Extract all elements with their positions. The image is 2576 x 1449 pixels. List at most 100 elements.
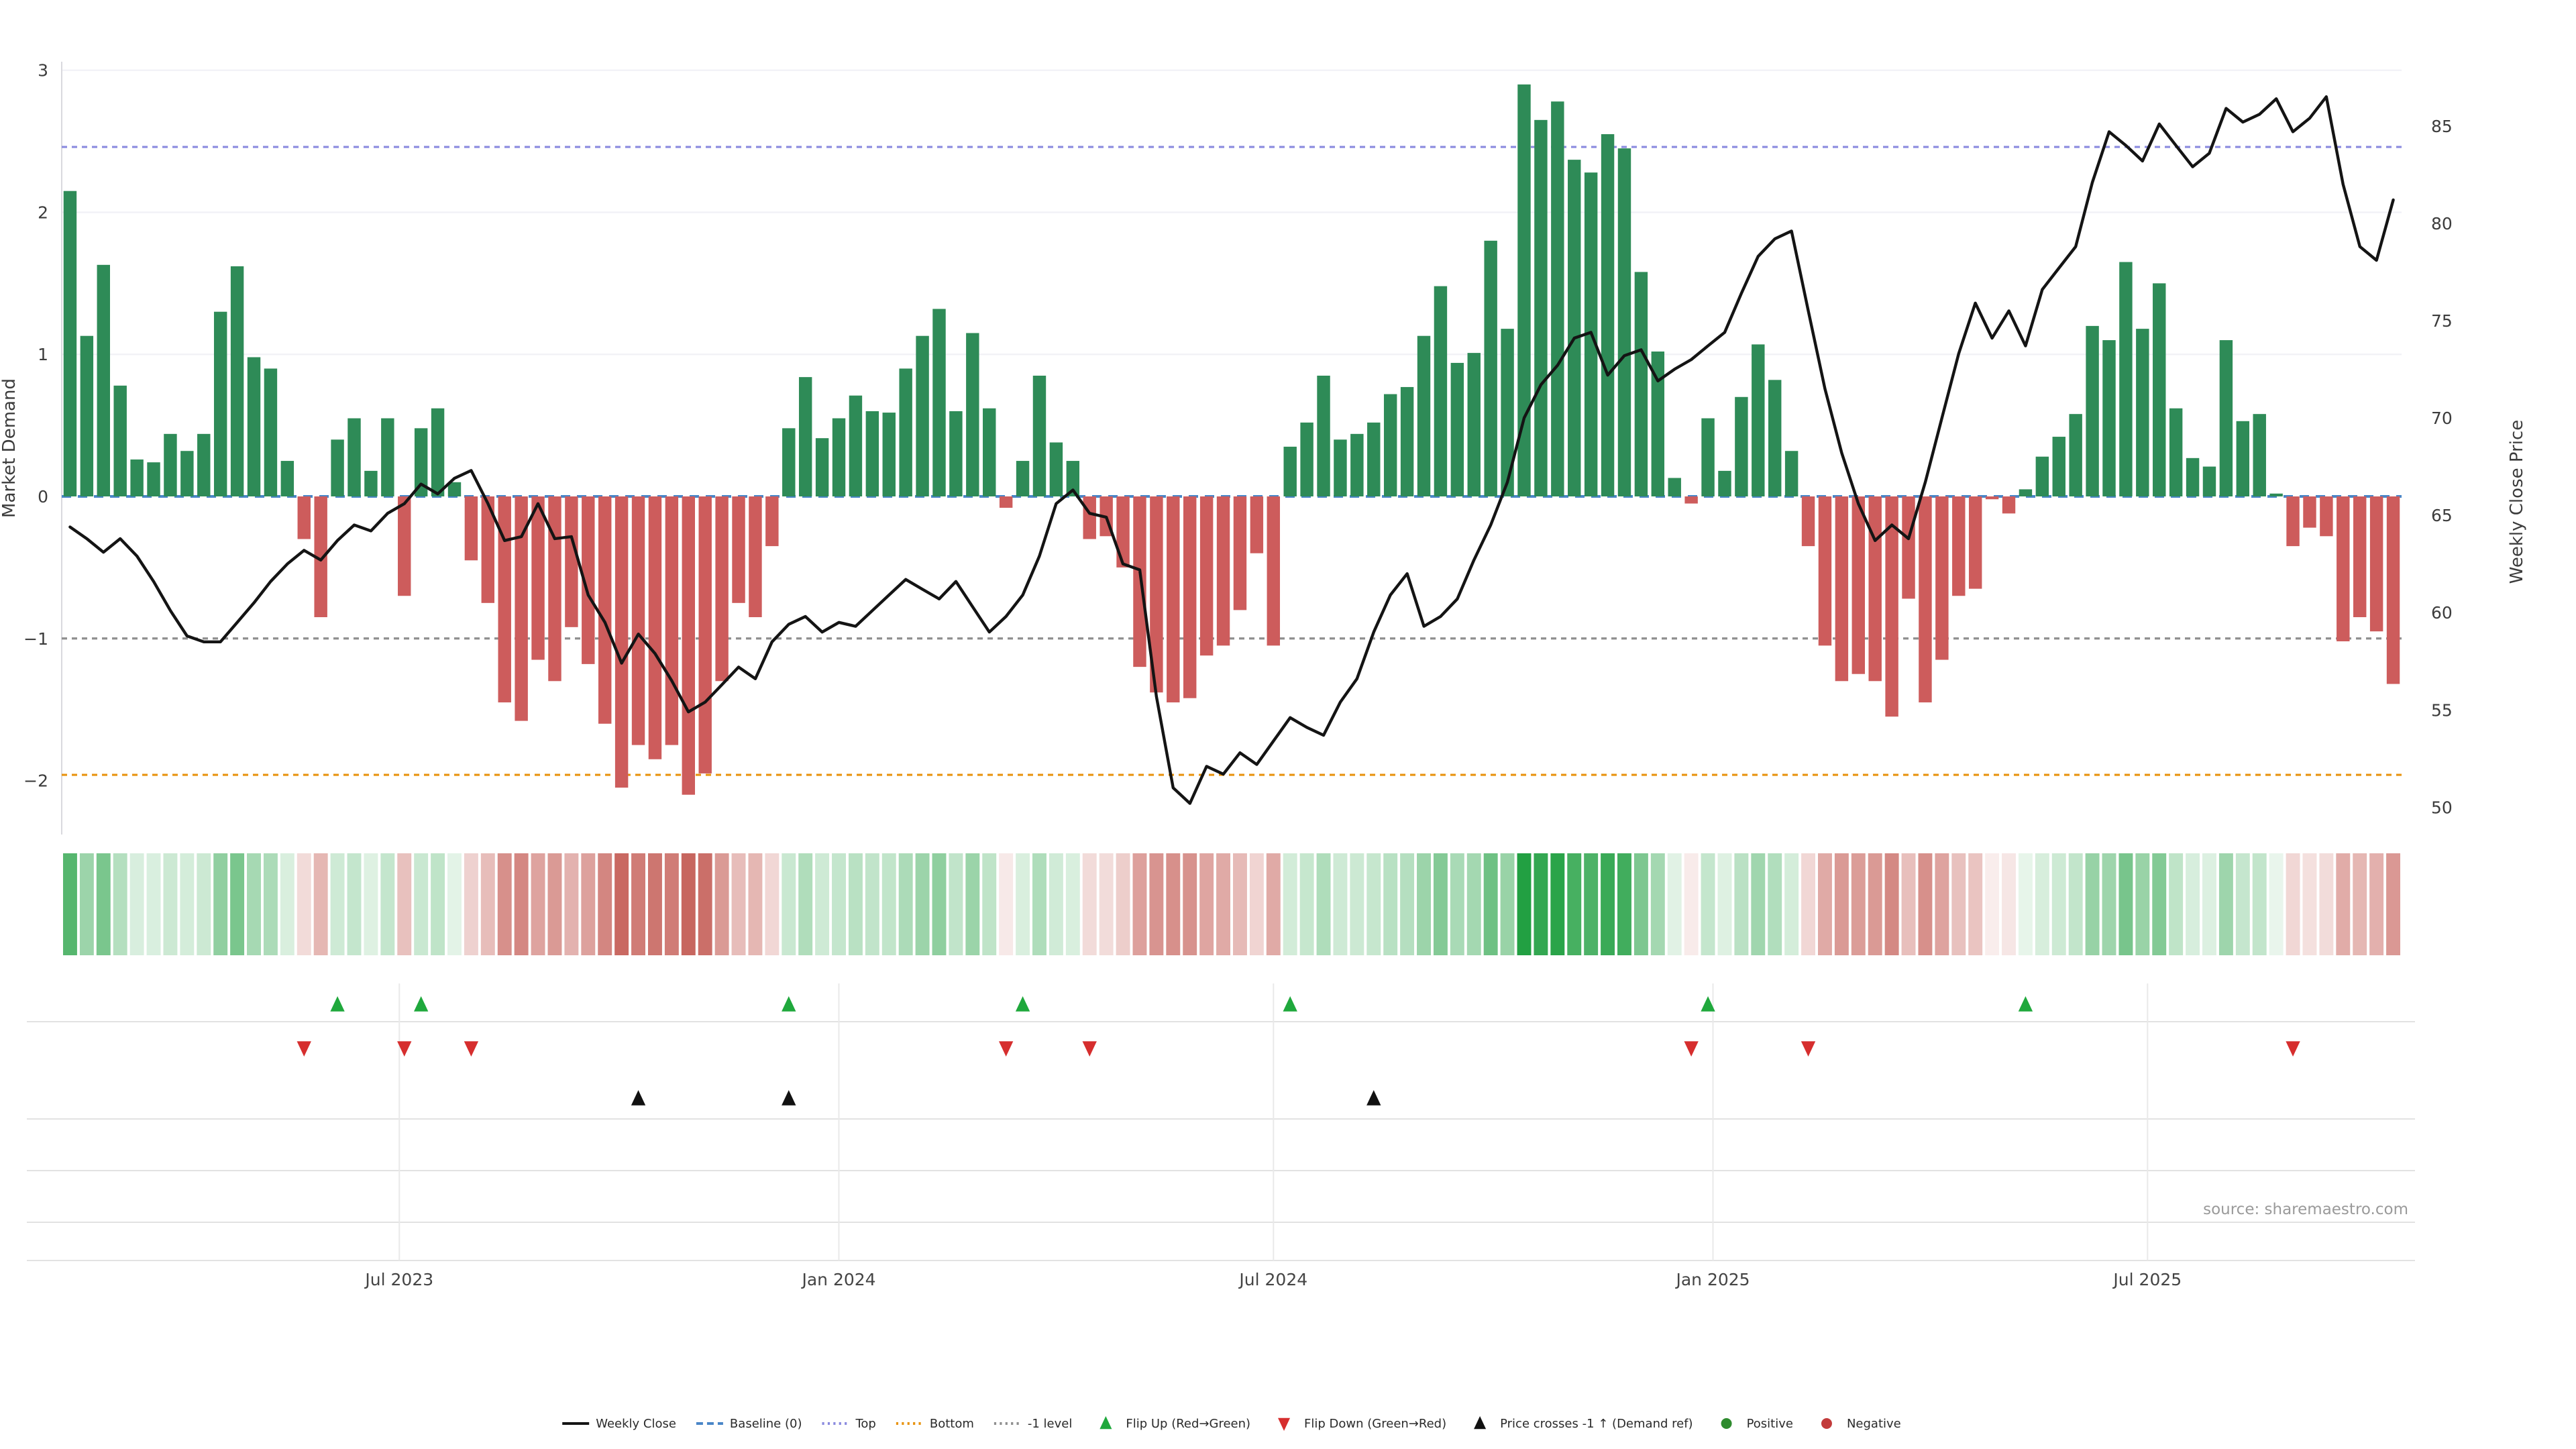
- demand-bar: [1216, 496, 1230, 646]
- demand-bar: [1417, 335, 1431, 496]
- demand-bar: [1935, 496, 1949, 660]
- heatmap-cell: [2336, 853, 2351, 955]
- demand-bar: [682, 496, 696, 795]
- left-tick-label: −1: [23, 629, 48, 649]
- heatmap-cell: [982, 853, 997, 955]
- demand-bar: [347, 418, 361, 496]
- demand-bar: [582, 496, 595, 664]
- heatmap-cell: [2218, 853, 2233, 955]
- heatmap-cell: [2118, 853, 2133, 955]
- demand-bar: [598, 496, 612, 724]
- heatmap-cell: [2269, 853, 2284, 955]
- heatmap-cell: [1417, 853, 1431, 955]
- heatmap-cell: [832, 853, 846, 955]
- heatmap-cell: [1283, 853, 1297, 955]
- heatmap-cell: [480, 853, 495, 955]
- legend-circle-glyph: [1821, 1418, 1832, 1429]
- demand-bar: [1902, 496, 1915, 599]
- demand-bar: [197, 433, 211, 496]
- heatmap-cell: [547, 853, 562, 955]
- heatmap-cell: [247, 853, 261, 955]
- right-axis-title: Weekly Close Price: [2507, 420, 2527, 584]
- heatmap-cell: [464, 853, 478, 955]
- heatmap-cell: [447, 853, 462, 955]
- demand-bar: [1551, 101, 1564, 496]
- demand-bar: [2035, 456, 2049, 496]
- flip-down-marker: [297, 1041, 311, 1057]
- heatmap-cell: [364, 853, 378, 955]
- heatmap-cell: [380, 853, 395, 955]
- heatmap-cell: [280, 853, 294, 955]
- demand-bar: [481, 496, 495, 603]
- demand-bar: [1517, 84, 1531, 497]
- demand-bar: [1199, 496, 1214, 656]
- heatmap-cell: [1784, 853, 1799, 955]
- demand-bar: [2052, 437, 2065, 496]
- flip-up-marker: [2018, 996, 2033, 1012]
- x-tick-label: Jul 2024: [1238, 1270, 1307, 1289]
- heatmap-cell: [531, 853, 545, 955]
- heatmap-cell: [1383, 853, 1398, 955]
- demand-bar: [1668, 478, 1681, 496]
- demand-bar: [1868, 496, 1882, 682]
- heatmap-cell: [1199, 853, 1214, 955]
- heatmap-cell: [1116, 853, 1130, 955]
- heatmap-cell: [1266, 853, 1281, 955]
- demand-bar: [765, 496, 779, 547]
- demand-bar: [1467, 353, 1481, 496]
- demand-bar: [1718, 470, 1731, 496]
- demand-bar: [798, 377, 812, 496]
- heatmap-cell: [1851, 853, 1866, 955]
- demand-bar: [447, 482, 462, 496]
- heatmap-cell: [1132, 853, 1147, 955]
- heatmap-cell: [898, 853, 913, 955]
- demand-bar: [414, 428, 428, 496]
- demand-bar: [1835, 496, 1849, 682]
- heatmap-cell: [1834, 853, 1849, 955]
- demand-bar: [1283, 446, 1297, 496]
- heatmap-cell: [2018, 853, 2033, 955]
- heatmap-cell: [1183, 853, 1197, 955]
- demand-bar: [1885, 496, 1898, 717]
- legend-item: Flip Up (Red→Green): [1099, 1416, 1250, 1431]
- x-tick-label: Jan 2025: [1674, 1270, 1750, 1289]
- demand-bar: [1383, 394, 1397, 496]
- heatmap-cell: [1951, 853, 1966, 955]
- demand-bar: [2019, 489, 2033, 496]
- legend-tri-up-glyph: [1474, 1416, 1487, 1430]
- legend-item-label: -1 level: [1028, 1417, 1072, 1431]
- heatmap-cell: [1918, 853, 1933, 955]
- flip-up-marker: [1701, 996, 1715, 1012]
- demand-bar: [1701, 418, 1715, 496]
- heatmap-cell: [1016, 853, 1030, 955]
- legend-item-label: Flip Up (Red→Green): [1126, 1417, 1250, 1431]
- demand-bar: [631, 496, 645, 745]
- heatmap-cell: [96, 853, 111, 955]
- heatmap-cell: [414, 853, 429, 955]
- heatmap-cell: [2051, 853, 2066, 955]
- demand-bar: [515, 496, 528, 721]
- demand-bar: [2169, 408, 2183, 496]
- legend-tri-up-glyph: [1099, 1416, 1112, 1430]
- legend-circle-glyph: [1721, 1418, 1732, 1429]
- right-tick-label: 55: [2431, 700, 2453, 720]
- heatmap-cell: [1734, 853, 1749, 955]
- demand-bar: [2269, 493, 2283, 496]
- heatmap-cell: [431, 853, 445, 955]
- price-cross-marker: [782, 1090, 796, 1106]
- heatmap-cell: [564, 853, 579, 955]
- demand-bar: [1768, 380, 1782, 496]
- heatmap-cell: [782, 853, 796, 955]
- left-tick-label: −2: [23, 771, 48, 791]
- right-tick-label: 60: [2431, 603, 2453, 623]
- demand-bar: [113, 385, 127, 496]
- legend-item-label: Bottom: [930, 1417, 974, 1431]
- flip-down-marker: [1082, 1041, 1097, 1057]
- right-tick-label: 70: [2431, 409, 2453, 428]
- legend: Weekly Close Baseline (0) Top Bottom -1 leve…: [562, 1416, 1901, 1431]
- heatmap-cell: [932, 853, 947, 955]
- demand-bar: [1601, 134, 1615, 496]
- demand-bar: [815, 438, 829, 496]
- x-tick-label: Jul 2025: [2112, 1270, 2182, 1289]
- right-tick-label: 50: [2431, 798, 2453, 817]
